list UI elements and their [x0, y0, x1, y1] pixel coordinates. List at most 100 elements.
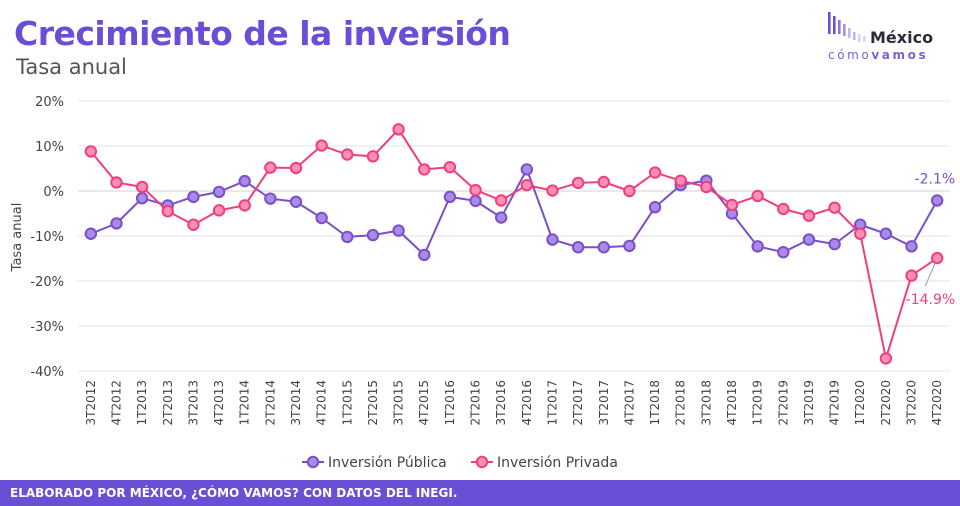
data-point: [366, 228, 380, 242]
series-privada: [84, 123, 944, 365]
data-point: [828, 201, 841, 214]
x-tick-label: 3T2016: [494, 380, 508, 426]
data-point: [751, 240, 764, 253]
legend-label: Inversión Pública: [328, 455, 447, 471]
logo-tagline-b: vamos: [871, 48, 929, 62]
x-tick-label: 4T2016: [520, 380, 534, 426]
data-point: [212, 204, 226, 217]
data-point: [571, 241, 585, 254]
data-point: [392, 123, 405, 136]
x-tick-label: 2T2017: [571, 380, 585, 426]
data-point: [905, 269, 918, 282]
x-tick-label: 1T2019: [751, 380, 765, 426]
x-tick-label: 1T2015: [340, 380, 354, 426]
data-point: [187, 190, 200, 204]
data-point: [418, 163, 431, 176]
x-tick-label: 1T2016: [443, 380, 457, 426]
y-tick-label: 0%: [43, 185, 64, 200]
x-tick-label: 3T2015: [392, 380, 406, 426]
logo-tagline: cómovamos: [828, 48, 928, 62]
data-point: [443, 160, 457, 174]
x-tick-label: 1T2020: [853, 380, 867, 426]
data-point: [264, 161, 277, 174]
data-point: [777, 246, 790, 259]
series: [84, 123, 944, 365]
footer-source-text: ELABORADO POR MÉXICO, ¿CÓMO VAMOS? CON D…: [10, 486, 458, 500]
data-point: [418, 248, 431, 262]
x-tick-label: 2T2015: [366, 380, 380, 426]
data-point: [443, 190, 457, 204]
data-point: [84, 227, 98, 240]
data-label: -2.1%: [915, 171, 956, 187]
y-axis-label: Tasa anual: [10, 203, 25, 273]
series-line: [90, 128, 938, 360]
annotations: -2.1% -14.9%: [906, 171, 956, 308]
y-tick-label: 20%: [35, 95, 64, 110]
legend-marker: [475, 455, 489, 469]
data-point: [238, 199, 251, 212]
data-point: [930, 251, 944, 265]
legend-item: Inversión Pública: [302, 455, 447, 471]
data-point: [700, 180, 713, 194]
data-point: [802, 233, 816, 246]
data-point: [187, 218, 200, 231]
y-tick-label: 10%: [35, 140, 64, 155]
x-tick-label: 2T2019: [776, 380, 790, 426]
x-tick-label: 2T2014: [263, 380, 277, 426]
data-point: [879, 227, 893, 240]
data-label: -14.9%: [906, 292, 956, 308]
data-point: [135, 180, 149, 194]
data-point: [392, 224, 405, 237]
x-tick-label: 4T2019: [828, 380, 842, 426]
x-tick-label: 3T2018: [699, 380, 713, 426]
x-tick-label: 4T2018: [725, 380, 739, 426]
x-tick-label: 2T2018: [674, 380, 688, 426]
chart-subtitle: Tasa anual: [16, 55, 127, 79]
line-chart: -40% -30% -20% -10% 0% 10% 20% 3T2012 4T2012 1T2…: [10, 95, 956, 471]
data-point: [546, 233, 559, 246]
data-point: [315, 211, 328, 225]
logo-bars-icon: [828, 12, 866, 42]
data-point: [905, 240, 918, 253]
legend-label: Inversión Privada: [497, 455, 618, 471]
data-point: [546, 184, 559, 197]
data-point: [623, 184, 636, 198]
data-point: [571, 176, 585, 190]
footer-bar: ELABORADO POR MÉXICO, ¿CÓMO VAMOS? CON D…: [0, 480, 960, 506]
x-tick-label: 3T2019: [802, 380, 816, 426]
y-tick-label: -40%: [30, 365, 64, 380]
data-point: [725, 198, 739, 212]
data-point: [289, 161, 303, 175]
data-point: [494, 194, 508, 207]
data-point: [597, 175, 610, 189]
data-point: [315, 139, 328, 152]
data-point: [135, 192, 149, 205]
data-point: [366, 150, 380, 163]
data-point: [648, 166, 662, 179]
y-tick-label: -20%: [30, 275, 64, 290]
x-tick-label: 3T2013: [186, 380, 200, 426]
x-tick-label: 3T2020: [905, 380, 919, 426]
x-tick-label: 2T2016: [469, 380, 483, 426]
legend-marker: [306, 455, 320, 469]
data-point: [84, 145, 98, 158]
data-point: [751, 189, 764, 203]
x-tick-label: 1T2017: [545, 380, 559, 426]
data-point: [828, 237, 841, 251]
chart-title: Crecimiento de la inversión: [14, 14, 511, 53]
data-point: [341, 148, 354, 161]
x-tick-label: 2T2013: [161, 380, 175, 426]
x-tick-label: 4T2014: [315, 380, 329, 426]
x-tick-label: 1T2013: [135, 380, 149, 426]
y-tick-label: -10%: [30, 230, 64, 245]
x-tick-label: 3T2012: [84, 380, 98, 426]
data-point: [623, 239, 636, 253]
y-tick-label: -30%: [30, 320, 64, 335]
data-point: [802, 209, 816, 222]
x-tick-label: 4T2013: [212, 380, 226, 426]
x-tick-label: 4T2017: [622, 380, 636, 426]
data-point: [469, 194, 482, 208]
data-point: [930, 194, 944, 207]
data-point: [674, 174, 687, 187]
x-tick-label: 1T2018: [648, 380, 662, 426]
